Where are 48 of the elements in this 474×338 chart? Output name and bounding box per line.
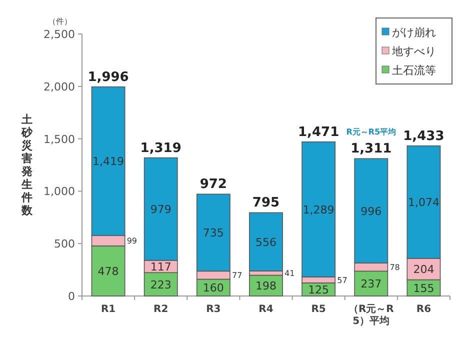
total-label: 1,319 — [140, 140, 182, 156]
x-tick-label: R3 — [206, 304, 221, 315]
y-tick-label: 0 — [68, 290, 75, 303]
data-label: 204 — [413, 263, 434, 276]
y-tick-label: 1,500 — [44, 132, 75, 146]
data-label: 478 — [98, 264, 119, 278]
data-label: 78 — [390, 263, 400, 272]
total-label: 1,311 — [350, 142, 392, 157]
data-label: 125 — [308, 283, 330, 296]
total-label: 1,471 — [298, 124, 340, 140]
y-tick-label: 1,000 — [44, 185, 75, 198]
total-label: 795 — [252, 196, 280, 211]
legend-label: 地すべり — [391, 45, 436, 58]
x-tick-label: R4 — [258, 304, 274, 315]
data-label: 155 — [413, 282, 434, 295]
data-label: 1,419 — [92, 155, 124, 168]
legend-label: 土石流等 — [392, 64, 436, 77]
x-tick-label: R5 — [311, 304, 326, 315]
data-label: 198 — [256, 280, 276, 293]
data-label: 99 — [126, 236, 138, 246]
data-label: 223 — [150, 278, 172, 292]
x-tick-label: R2 — [154, 304, 168, 315]
data-label: 237 — [360, 278, 382, 291]
data-label: 117 — [150, 260, 172, 274]
annotation: R元～R5平均 — [346, 128, 396, 137]
y-tick-label: 2,500 — [44, 28, 75, 41]
data-label: 1,289 — [302, 203, 334, 216]
total-label: 972 — [200, 177, 227, 192]
data-label: 57 — [337, 276, 348, 285]
data-label: 1,074 — [408, 196, 440, 210]
data-label: 979 — [150, 203, 172, 216]
y-tick-label: 2,000 — [44, 80, 75, 94]
total-label: 1,996 — [88, 70, 129, 85]
data-label: 41 — [284, 269, 295, 278]
bar — [249, 212, 283, 272]
x-tick-label: R6 — [416, 304, 432, 315]
y-tick-label: 500 — [54, 238, 75, 251]
x-tick-label: R1 — [100, 304, 116, 315]
total-label: 1,433 — [403, 128, 444, 144]
legend-label: がけ崩れ — [392, 26, 436, 39]
data-label: 556 — [256, 236, 276, 249]
data-label: 160 — [202, 282, 224, 295]
ylabel: 土砂災害発生件数 — [22, 113, 32, 217]
text: （件） — [48, 17, 72, 26]
data-label: 735 — [202, 226, 224, 240]
data-label: 77 — [232, 271, 242, 280]
x-tick-label: （R元～R5）平均 — [348, 303, 394, 327]
data-label: 996 — [360, 204, 382, 218]
